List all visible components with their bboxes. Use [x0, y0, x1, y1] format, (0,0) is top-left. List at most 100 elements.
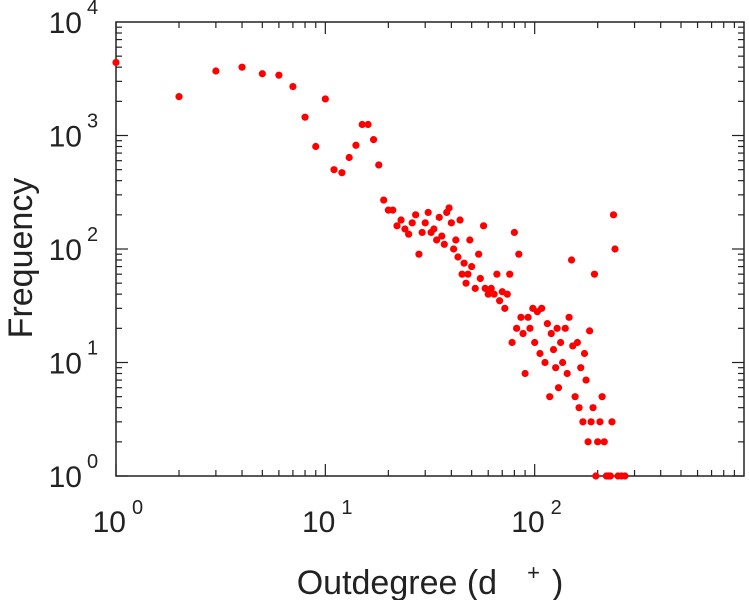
data-point [526, 324, 534, 332]
data-point [275, 71, 283, 79]
data-point [567, 256, 576, 264]
data-point [543, 320, 551, 328]
data-point [541, 358, 549, 367]
data-point [510, 228, 518, 237]
data-point [547, 329, 555, 338]
data-point [421, 219, 429, 227]
data-point [554, 384, 563, 392]
data-point [454, 253, 462, 261]
data-point [501, 304, 509, 312]
x-axis-label: Outdegree (d +) [297, 560, 564, 600]
data-point [338, 169, 346, 177]
data-point [592, 472, 600, 480]
data-point [506, 270, 514, 278]
data-point [487, 284, 495, 292]
data-point [456, 216, 464, 224]
data-point [559, 358, 567, 367]
data-point [369, 136, 378, 144]
data-point [258, 70, 266, 78]
x-tick-label: 10 [302, 506, 335, 539]
data-point [563, 369, 571, 378]
data-point [468, 262, 476, 271]
data-point [475, 250, 483, 258]
data-point [521, 369, 529, 378]
data-point [515, 250, 523, 258]
data-point [538, 304, 546, 312]
data-point [594, 438, 602, 446]
data-point [596, 418, 604, 426]
data-point [476, 274, 484, 283]
data-point [587, 418, 595, 426]
data-point [531, 338, 539, 347]
data-points [112, 58, 629, 480]
data-point [573, 338, 581, 347]
data-point [600, 438, 608, 446]
data-point [565, 313, 573, 321]
y-tick-label-exponent: 4 [87, 0, 98, 19]
data-point [606, 472, 614, 480]
data-point [432, 236, 441, 244]
data-point [589, 404, 597, 412]
data-point [301, 113, 309, 121]
x-tick-label: 10 [93, 506, 126, 539]
data-point [549, 345, 558, 354]
y-tick-label-exponent: 3 [87, 111, 98, 133]
data-point [466, 236, 474, 244]
data-point [464, 270, 472, 278]
data-point [438, 232, 446, 240]
data-point [412, 211, 420, 219]
data-point [462, 279, 470, 287]
data-point [496, 297, 504, 305]
data-point [481, 284, 489, 292]
data-point [175, 93, 183, 101]
data-point [415, 250, 423, 258]
data-point [580, 349, 589, 358]
data-point [430, 225, 438, 233]
data-point [513, 324, 521, 332]
data-point [418, 228, 426, 237]
data-point [389, 206, 397, 214]
x-tick-label: 10 [511, 506, 544, 539]
data-point [579, 418, 587, 426]
y-tick-label-exponent: 2 [87, 224, 98, 246]
data-point [493, 270, 501, 278]
data-point [352, 141, 360, 149]
x-axis-label-close: ) [552, 564, 563, 600]
data-point [575, 404, 583, 412]
data-point [440, 240, 448, 248]
data-point [490, 290, 498, 298]
y-tick-label: 10 [49, 7, 82, 40]
x-axis-label-superscript: + [527, 560, 540, 585]
data-point [364, 120, 372, 129]
y-tick-label: 10 [49, 234, 82, 267]
data-point [484, 290, 492, 298]
data-point [598, 393, 606, 401]
data-point [330, 166, 338, 174]
data-point [238, 63, 246, 71]
y-tick-label-exponent: 1 [87, 338, 98, 360]
y-tick-label: 10 [49, 348, 82, 381]
data-point [524, 313, 532, 321]
data-point [405, 230, 413, 238]
data-point [452, 236, 460, 244]
data-point [584, 438, 592, 446]
y-tick-label: 10 [49, 461, 82, 494]
data-point [345, 153, 353, 162]
data-point [611, 245, 619, 253]
y-tick-label-exponent: 0 [87, 451, 98, 473]
data-point [503, 290, 511, 298]
data-point [424, 208, 432, 217]
data-point [553, 324, 561, 332]
data-point [380, 196, 388, 204]
data-point [552, 364, 560, 372]
data-point [479, 222, 488, 230]
data-point [289, 82, 297, 91]
x-tick-label-exponent: 2 [551, 497, 562, 519]
data-point [321, 95, 329, 103]
data-point [471, 284, 479, 292]
data-point [519, 329, 527, 338]
x-tick-labels: 10 0 10 1 10 2 [93, 497, 562, 539]
data-point [460, 259, 468, 267]
